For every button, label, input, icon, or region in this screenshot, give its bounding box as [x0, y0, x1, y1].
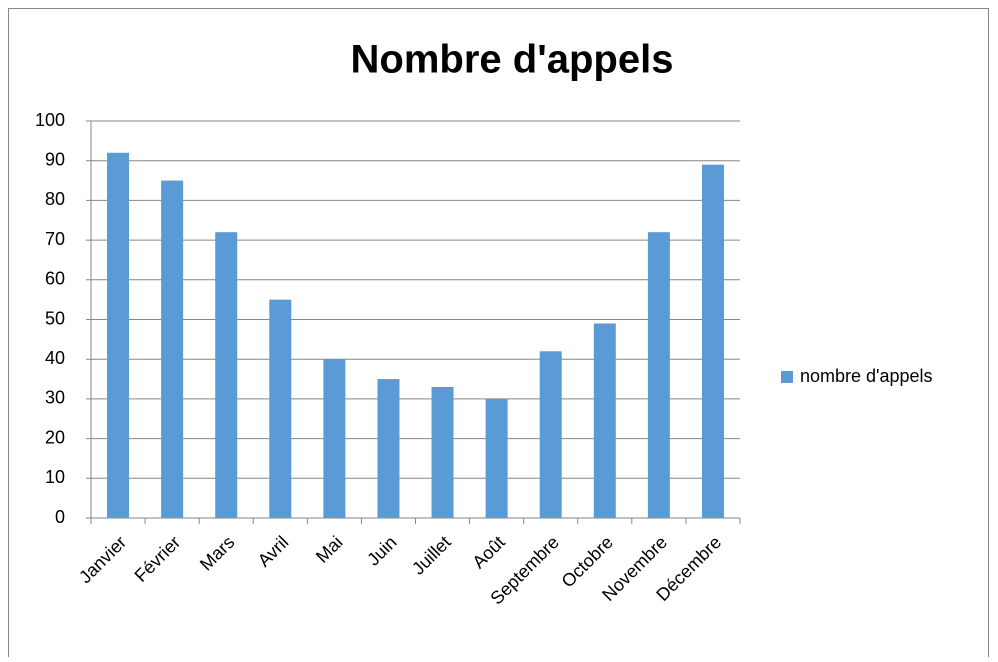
bar: [593, 323, 616, 518]
y-tick-label: 100: [35, 110, 65, 130]
bar: [161, 180, 184, 519]
y-tick-label: 30: [45, 388, 65, 408]
chart-title: Nombre d'appels: [351, 38, 674, 82]
y-tick-label: 90: [45, 149, 65, 169]
y-tick-label: 80: [45, 189, 65, 209]
bar: [107, 152, 130, 518]
y-tick-label: 50: [45, 308, 65, 328]
legend-swatch: [781, 371, 793, 383]
y-tick-label: 40: [45, 348, 65, 368]
y-tick-label: 0: [55, 507, 65, 527]
y-tick-label: 10: [45, 467, 65, 487]
bar: [215, 232, 238, 518]
legend-label: nombre d'appels: [800, 366, 933, 386]
bar: [323, 359, 346, 518]
bar: [377, 379, 400, 518]
bar: [431, 386, 454, 518]
bar: [701, 164, 724, 519]
y-tick-label: 20: [45, 427, 65, 447]
bar: [539, 351, 562, 518]
bar: [647, 232, 670, 518]
y-tick-label: 70: [45, 229, 65, 249]
bar: [269, 299, 292, 518]
y-tick-label: 60: [45, 269, 65, 289]
bar: [485, 398, 508, 518]
